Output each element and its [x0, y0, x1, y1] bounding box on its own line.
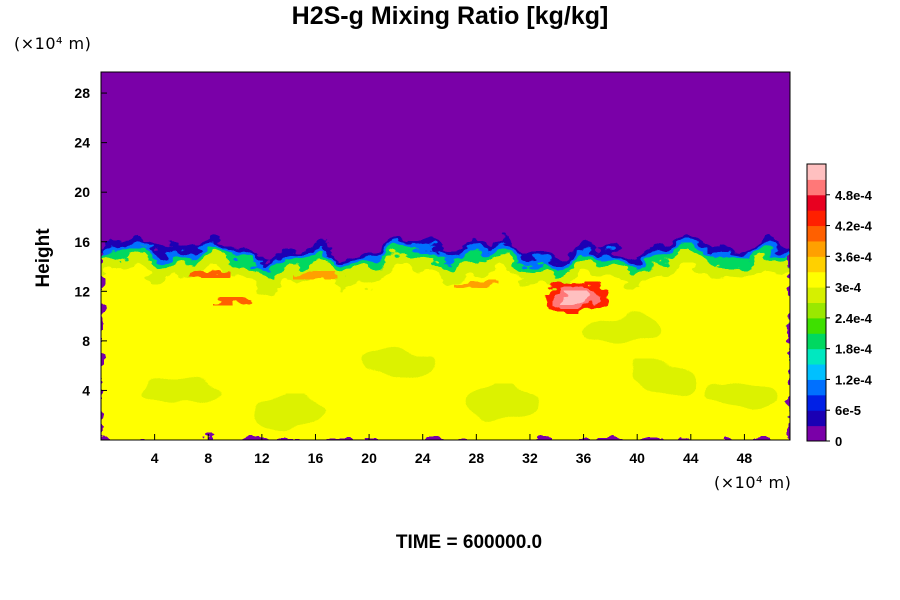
- colorbar-tick-label: 4.8e-4: [835, 188, 873, 203]
- colorbar-swatch: [807, 256, 826, 273]
- field-swirl: [357, 349, 434, 382]
- colorbar-frame: [806, 163, 827, 442]
- y-tick-label: 16: [74, 234, 90, 250]
- field-streak: [186, 269, 231, 278]
- colorbar-tick-label: 3e-4: [835, 280, 862, 295]
- x-tick-label: 28: [469, 450, 485, 466]
- colorbar-tick-label: 1.2e-4: [835, 372, 873, 387]
- field-swirl: [625, 362, 702, 395]
- colorbar-tick-label: 6e-5: [835, 403, 861, 418]
- x-tick-label: 48: [737, 450, 753, 466]
- y-scale-label: (×10⁴ m): [14, 34, 92, 53]
- colorbar-swatch: [807, 194, 826, 211]
- field-swirl: [250, 396, 327, 429]
- x-tick-label: 36: [576, 450, 592, 466]
- y-tick-label: 24: [74, 135, 90, 151]
- colorbar-swatch: [807, 179, 826, 196]
- colorbar-swatch: [807, 210, 826, 227]
- field-hotspot-outer: [544, 281, 609, 314]
- colorbar-swatch: [807, 287, 826, 303]
- x-tick-label: 40: [629, 450, 645, 466]
- colorbar-swatch: [807, 364, 826, 380]
- colorbar-swatch: [807, 410, 826, 427]
- colorbar-tick-label: 4.2e-4: [835, 219, 873, 234]
- field-streak: [293, 271, 338, 280]
- heatmap-field: [101, 72, 790, 440]
- colorbar-swatch: [807, 394, 826, 411]
- colorbar-swatch: [807, 348, 826, 365]
- colorbar-swatch: [807, 333, 826, 350]
- field-layer: [101, 242, 790, 440]
- field-swirl: [210, 312, 287, 345]
- chart-title: H2S-g Mixing Ratio [kg/kg]: [291, 2, 609, 30]
- plot-frame: [100, 71, 791, 441]
- colorbar-swatch: [807, 240, 826, 257]
- colorbar-swatch: [807, 379, 826, 396]
- field-hotspot-mid: [552, 286, 601, 309]
- field-streak: [454, 279, 499, 288]
- field-layer: [101, 237, 790, 440]
- colorbar-tick-label: 1.8e-4: [835, 342, 873, 357]
- x-tick-label: 44: [683, 450, 699, 466]
- colorbar-tick-label: 3.6e-4: [835, 249, 873, 264]
- field-streak: [213, 297, 258, 306]
- y-tick-label: 20: [74, 184, 90, 200]
- x-tick-label: 4: [151, 450, 159, 466]
- colorbar-swatch: [807, 164, 826, 180]
- field-layer: [101, 248, 790, 440]
- colorbar-swatch: [807, 302, 826, 319]
- field-layer: [101, 232, 790, 440]
- field-layer: [101, 262, 790, 440]
- x-tick-label: 32: [522, 450, 538, 466]
- y-tick-label: 12: [74, 283, 90, 299]
- field-background: [101, 72, 790, 440]
- field-swirl: [424, 331, 501, 364]
- colorbar-swatch: [807, 225, 826, 242]
- y-tick-label: 4: [82, 382, 90, 398]
- x-tick-label: 12: [254, 450, 270, 466]
- x-tick-label: 8: [204, 450, 212, 466]
- colorbar: 0 6e-5 1.2e-4 1.8e-4 2.4e-4 3e-4 3.6e-4 4.2e-4 4…: [806, 163, 873, 449]
- colorbar-swatch: [807, 425, 826, 442]
- y-axis-label: Height: [33, 228, 54, 288]
- y-tick-label: 28: [74, 85, 90, 101]
- field-swirl: [585, 312, 662, 345]
- x-tick-label: 24: [415, 450, 431, 466]
- time-label: TIME = 600000.0: [395, 532, 543, 553]
- y-tick-label: 8: [82, 333, 90, 349]
- field-swirl: [465, 386, 542, 419]
- x-scale-label: (×10⁴ m): [714, 473, 792, 492]
- field-swirl: [706, 380, 783, 413]
- x-tick-label: 16: [308, 450, 324, 466]
- field-hotspot-core: [559, 290, 594, 305]
- colorbar-tick-label: 2.4e-4: [835, 311, 873, 326]
- field-swirl: [143, 374, 220, 407]
- colorbar-swatch: [807, 271, 826, 288]
- x-tick-label: 20: [361, 450, 377, 466]
- colorbar-tick-label: 0: [835, 434, 842, 449]
- colorbar-swatch: [807, 317, 826, 334]
